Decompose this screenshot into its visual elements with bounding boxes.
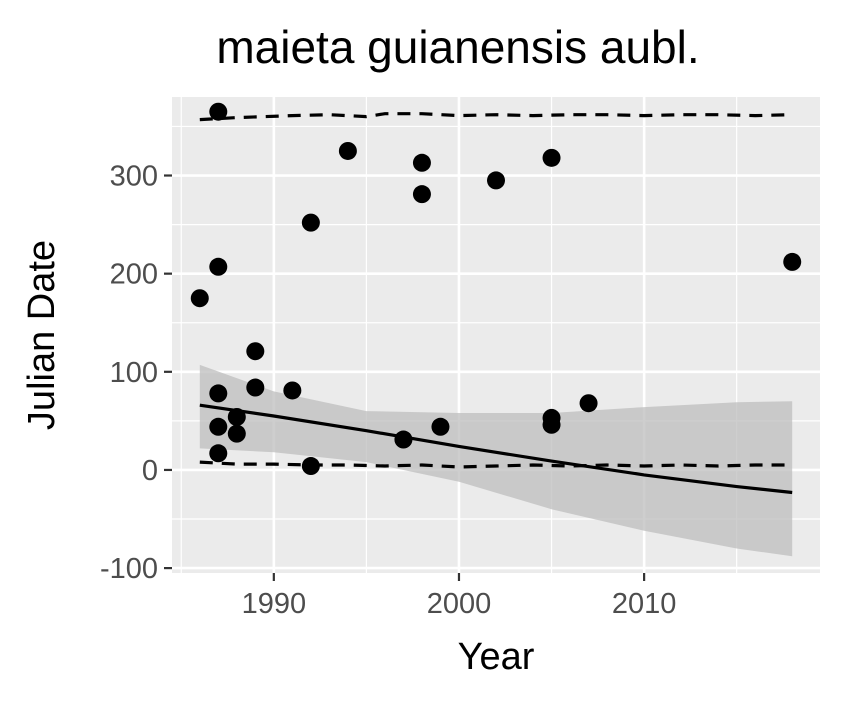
x-tick-label: 2000 — [427, 588, 492, 620]
y-tick-label: 100 — [110, 357, 158, 389]
data-point — [246, 378, 265, 397]
data-point — [283, 381, 302, 400]
data-point — [209, 417, 228, 436]
y-tick-label: 200 — [110, 259, 158, 291]
x-tick-label: 1990 — [242, 588, 307, 620]
data-point — [783, 252, 802, 271]
data-point — [542, 148, 561, 167]
y-tick-label: -100 — [100, 553, 158, 585]
data-point — [209, 384, 228, 403]
x-tick-label: 2010 — [612, 588, 677, 620]
data-point — [412, 185, 431, 204]
data-point — [301, 213, 320, 232]
data-point — [579, 394, 598, 413]
data-point — [209, 444, 228, 463]
data-point — [227, 407, 246, 426]
y-tick-label: 300 — [110, 161, 158, 193]
chart-title: maieta guianensis aubl. — [216, 21, 699, 73]
axes: 1990 2000 2010 -100 0 100 200 300 — [100, 161, 676, 620]
data-point — [338, 141, 357, 160]
data-point — [431, 417, 450, 436]
data-point — [301, 457, 320, 476]
x-axis-title: Year — [458, 636, 535, 678]
data-points — [190, 102, 802, 476]
trend-line — [199, 403, 793, 495]
data-point — [227, 424, 246, 443]
data-point — [246, 342, 265, 361]
confidence-ribbon — [199, 364, 793, 557]
y-axis-title: Julian Date — [21, 240, 63, 430]
y-tick-label: 0 — [142, 455, 158, 487]
data-point — [542, 415, 561, 434]
data-point — [209, 257, 228, 276]
data-point — [412, 153, 431, 172]
data-point — [190, 289, 209, 308]
data-point — [209, 102, 228, 121]
upper-quantile-line — [199, 112, 793, 122]
lower-quantile-line — [199, 460, 793, 469]
data-point — [394, 430, 413, 449]
data-point — [487, 171, 505, 190]
